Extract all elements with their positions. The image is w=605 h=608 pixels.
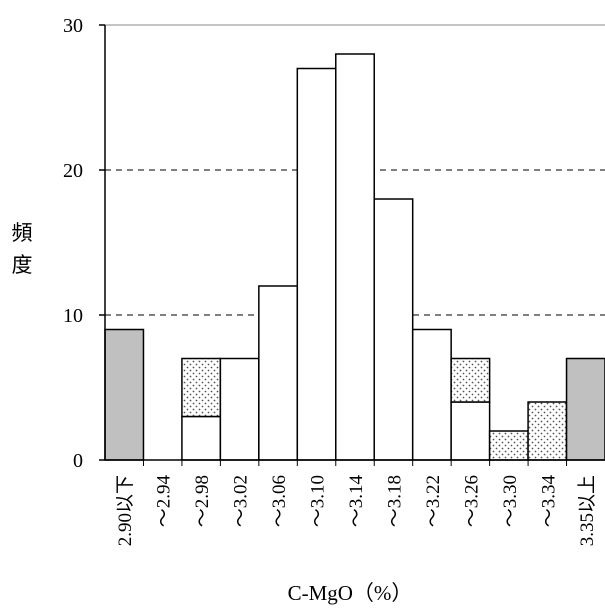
bar-white [450, 401, 491, 461]
y-tick-label: 0 [73, 450, 83, 472]
bar-gray [104, 328, 145, 461]
bar-white [181, 415, 222, 461]
x-category-label: ～3.34 [538, 475, 559, 528]
bar-white [296, 67, 337, 461]
bar-gray [565, 357, 605, 461]
x-category-label: ～3.26 [461, 475, 482, 527]
x-category-label: 3.35以上 [576, 475, 598, 546]
gridlines [105, 24, 605, 316]
bar-dotted [181, 357, 222, 418]
x-category-label: ～3.18 [384, 475, 405, 527]
x-category-label: ～3.06 [269, 475, 290, 527]
y-tick-label: 10 [63, 305, 83, 327]
x-category-label: 2.90以下 [115, 475, 136, 546]
x-category-label: ～2.94 [154, 475, 175, 528]
x-category-label: ～3.14 [346, 475, 367, 528]
bar-white [258, 285, 299, 461]
y-tick-label: 20 [63, 160, 83, 182]
y-axis-label-char: 頻 [12, 221, 33, 245]
bar-white [335, 53, 375, 461]
y-axis-label-char: 度 [12, 253, 33, 277]
x-category-label: ～3.02 [231, 475, 252, 527]
x-category-label: ～3.22 [423, 475, 444, 527]
y-tick-labels: 0 10 20 30 [63, 15, 83, 472]
x-category-label: ～3.10 [308, 475, 329, 527]
bar-dotted [450, 357, 491, 403]
bar-white [411, 328, 452, 461]
x-category-labels: 2.90以下 ～2.94 ～2.98 ～3.02 ～3.06 ～3.10 ～3.14 ～3.1… [115, 475, 598, 547]
bars [104, 53, 605, 461]
x-axis-label: C-MgO（%） [288, 581, 413, 605]
bar-white [373, 198, 414, 461]
bar-dotted [527, 401, 568, 461]
x-category-label: ～2.98 [192, 475, 213, 527]
y-axis-label: 頻度 [12, 221, 33, 277]
axes [99, 24, 605, 466]
y-tick-label: 30 [63, 15, 83, 37]
bar-dotted [488, 430, 529, 461]
x-category-label: ～3.30 [500, 475, 521, 527]
bar-white [219, 357, 260, 461]
